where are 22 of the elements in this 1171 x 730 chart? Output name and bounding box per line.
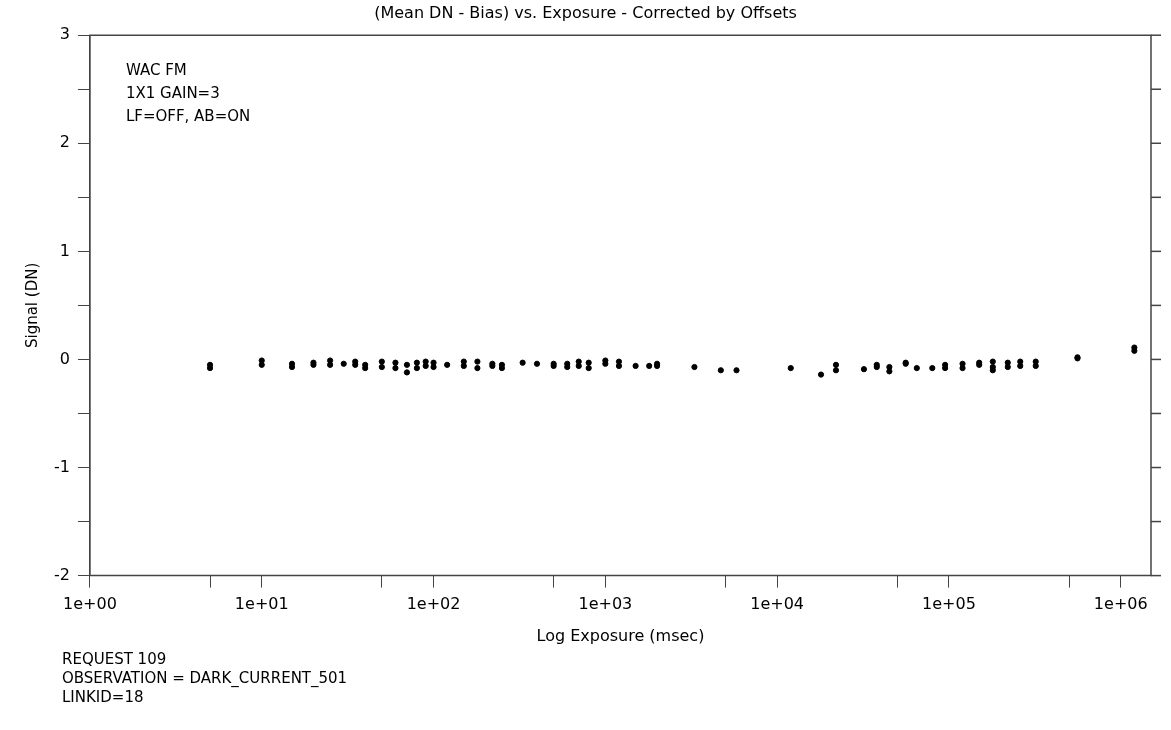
text: OBSERVATION = DARK_CURRENT_501 bbox=[62, 669, 348, 688]
x-axis-title: Log Exposure (msec) bbox=[536, 625, 705, 645]
y-tick-label: 0 bbox=[59, 348, 70, 368]
x-tick-label: 1e+00 bbox=[63, 594, 117, 614]
annotation: WAC FM bbox=[125, 60, 187, 79]
y-axis-title: Signal (DN) bbox=[22, 262, 41, 349]
x-tick-label: 1e+05 bbox=[922, 594, 976, 614]
x-tick-label: 1e+03 bbox=[578, 594, 633, 614]
x-tick-label: 1e+02 bbox=[406, 594, 461, 614]
text: LINKID=18 bbox=[62, 688, 145, 707]
annotation: 1X1 GAIN=3 bbox=[125, 83, 220, 102]
chart-title: (Mean DN - Bias) vs. Exposure - Corrected by Offsets bbox=[374, 2, 797, 22]
annotation: LF=OFF, AB=ON bbox=[125, 106, 251, 125]
y-tick-label: 1 bbox=[59, 240, 70, 260]
x-tick-label: 1e+01 bbox=[234, 594, 289, 614]
y-tick-label: -1 bbox=[54, 456, 70, 476]
y-tick-label: 2 bbox=[59, 132, 70, 152]
x-tick-label: 1e+04 bbox=[750, 594, 805, 614]
text: REQUEST 109 bbox=[62, 650, 168, 669]
y-tick-label: 3 bbox=[59, 24, 70, 44]
x-tick-label: 1e+06 bbox=[1093, 594, 1148, 614]
y-tick-label: -2 bbox=[54, 564, 70, 584]
